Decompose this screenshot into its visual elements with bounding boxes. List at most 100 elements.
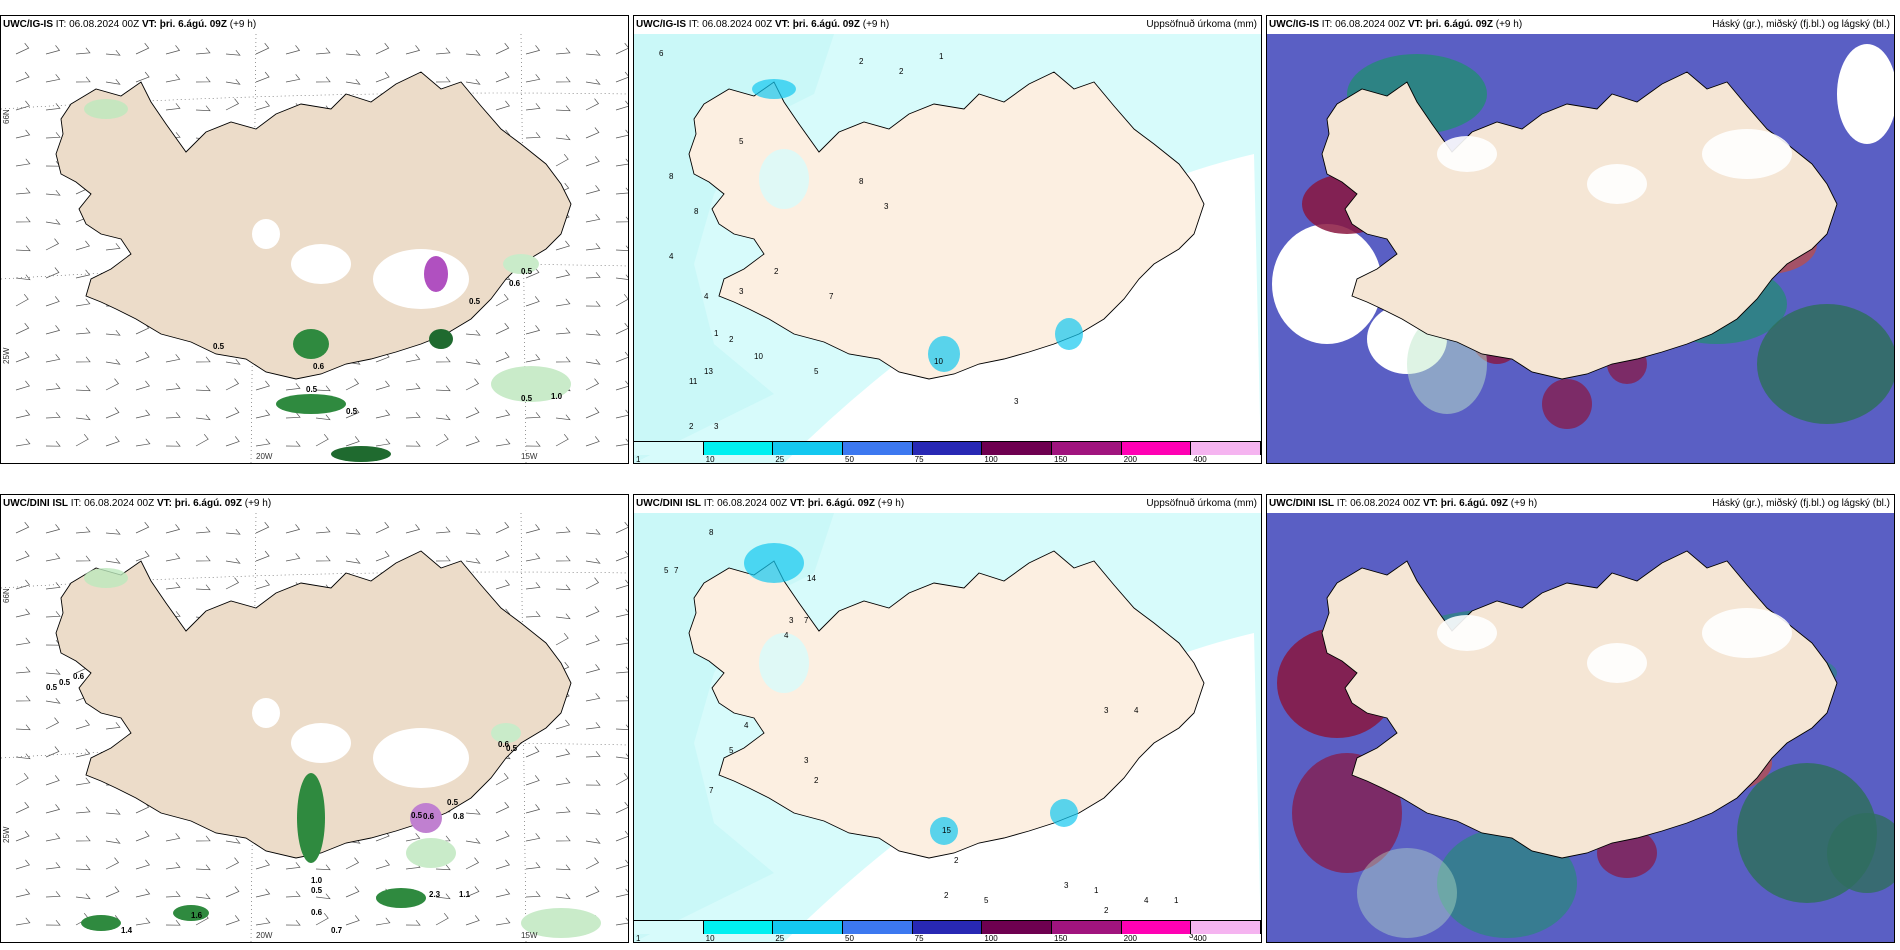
wind-barb	[525, 440, 541, 447]
wind-barb	[495, 917, 511, 926]
wind-barb	[345, 915, 360, 926]
wind-barb	[45, 218, 61, 225]
wind-barb	[555, 584, 571, 591]
wind-barb	[585, 722, 601, 730]
wind-barb	[585, 886, 600, 898]
value-label: 3	[1104, 706, 1109, 715]
wind-barb	[45, 524, 61, 534]
wind-barb	[585, 98, 600, 111]
wind-barb	[285, 553, 301, 562]
wind-barb	[465, 358, 481, 365]
wind-barb	[555, 269, 571, 279]
value-label: 4	[784, 631, 789, 640]
glacier	[291, 723, 351, 763]
wind-barb	[45, 862, 61, 870]
wind-barb	[75, 433, 89, 447]
value-label: 1.0	[551, 392, 563, 401]
colorbar-tick-label: 50	[845, 934, 854, 943]
wind-barb	[615, 608, 628, 618]
wind-barb	[15, 637, 31, 646]
wind-barb	[165, 891, 181, 898]
value-label: 0.5	[469, 297, 481, 306]
wind-barb	[105, 722, 121, 730]
wind-barb	[75, 76, 91, 83]
wind-barb	[315, 414, 331, 421]
value-label: 4	[669, 252, 674, 261]
wind-barb	[555, 777, 571, 786]
colorbar-segment	[1052, 920, 1122, 934]
wind-barb	[555, 356, 571, 363]
wind-barb	[555, 105, 571, 112]
value-label: 4	[704, 292, 709, 301]
wind-barb	[555, 414, 571, 421]
wind-barb	[285, 891, 301, 898]
wind-barb	[555, 613, 571, 620]
wind-barb	[585, 243, 601, 251]
value-label: 15	[942, 826, 951, 835]
value-label: 2	[899, 67, 904, 76]
wind-barb	[615, 129, 628, 139]
wind-barb	[375, 550, 390, 562]
wind-barb	[375, 917, 391, 926]
wind-barb	[525, 325, 541, 335]
wind-barb	[135, 830, 150, 842]
wind-barb	[225, 436, 240, 447]
wind-barb	[585, 329, 601, 336]
value-label: 3	[739, 287, 744, 296]
value-label: 0.5	[411, 811, 423, 820]
value-label: 2	[859, 57, 864, 66]
wind-barb	[15, 753, 31, 760]
wind-barb	[585, 378, 600, 391]
colorbar-tick-label: 1	[636, 455, 641, 464]
wind-barb	[525, 45, 541, 55]
colorbar-tick-label: 75	[914, 934, 924, 943]
value-label: 1.1	[459, 890, 471, 899]
wind-barb	[75, 356, 91, 363]
colorbar-segment	[1052, 441, 1122, 455]
wind-barb	[495, 772, 509, 786]
value-label: 5	[739, 137, 744, 146]
wind-barb	[435, 76, 451, 83]
cloud-area	[1837, 44, 1894, 144]
wind-barb	[495, 888, 511, 898]
wind-barb	[195, 835, 211, 842]
wind-barb	[225, 378, 240, 391]
wind-barb	[45, 919, 61, 926]
wind-barb	[75, 777, 91, 786]
wind-barb	[105, 329, 121, 336]
precip-area	[410, 803, 442, 833]
wind-barb	[495, 438, 511, 447]
wind-barb	[525, 74, 541, 83]
wind-barb	[405, 412, 421, 419]
wind-barb	[585, 693, 601, 702]
wind-barb	[555, 632, 569, 646]
value-label: 7	[829, 292, 834, 301]
wind-barb	[345, 857, 360, 870]
value-label: 14	[807, 574, 816, 583]
glacier	[252, 698, 280, 728]
colorbar-segment	[634, 441, 704, 455]
wind-barb	[615, 438, 628, 447]
wind-barb	[225, 528, 241, 535]
value-label: 0.6	[498, 740, 510, 749]
wind-barb	[195, 526, 211, 534]
wind-barb	[615, 637, 628, 646]
wind-barb	[165, 440, 181, 447]
wind-barb	[165, 354, 181, 363]
wind-barb	[225, 837, 241, 844]
wind-barb	[615, 753, 628, 759]
axis-label: 15W	[521, 452, 538, 461]
colorbar-tick-label: 75	[914, 455, 924, 464]
value-label: 1	[1094, 886, 1099, 895]
axis-label: 25W	[2, 826, 11, 843]
value-label: 1	[1174, 896, 1179, 905]
wind-barb	[45, 891, 61, 898]
panel-header: UWC/IG-IS IT: 06.08.2024 00Z VT: þri. 6.…	[636, 19, 890, 30]
wind-barb	[45, 804, 61, 814]
iceland-coastline	[688, 71, 1205, 380]
wind-barb	[495, 579, 510, 590]
precip-area	[424, 256, 448, 292]
wind-barb	[435, 356, 451, 363]
precip-colorbar: 1 10 25 50 75 100 150 200 400	[634, 441, 1261, 463]
wind-barb	[345, 407, 360, 419]
